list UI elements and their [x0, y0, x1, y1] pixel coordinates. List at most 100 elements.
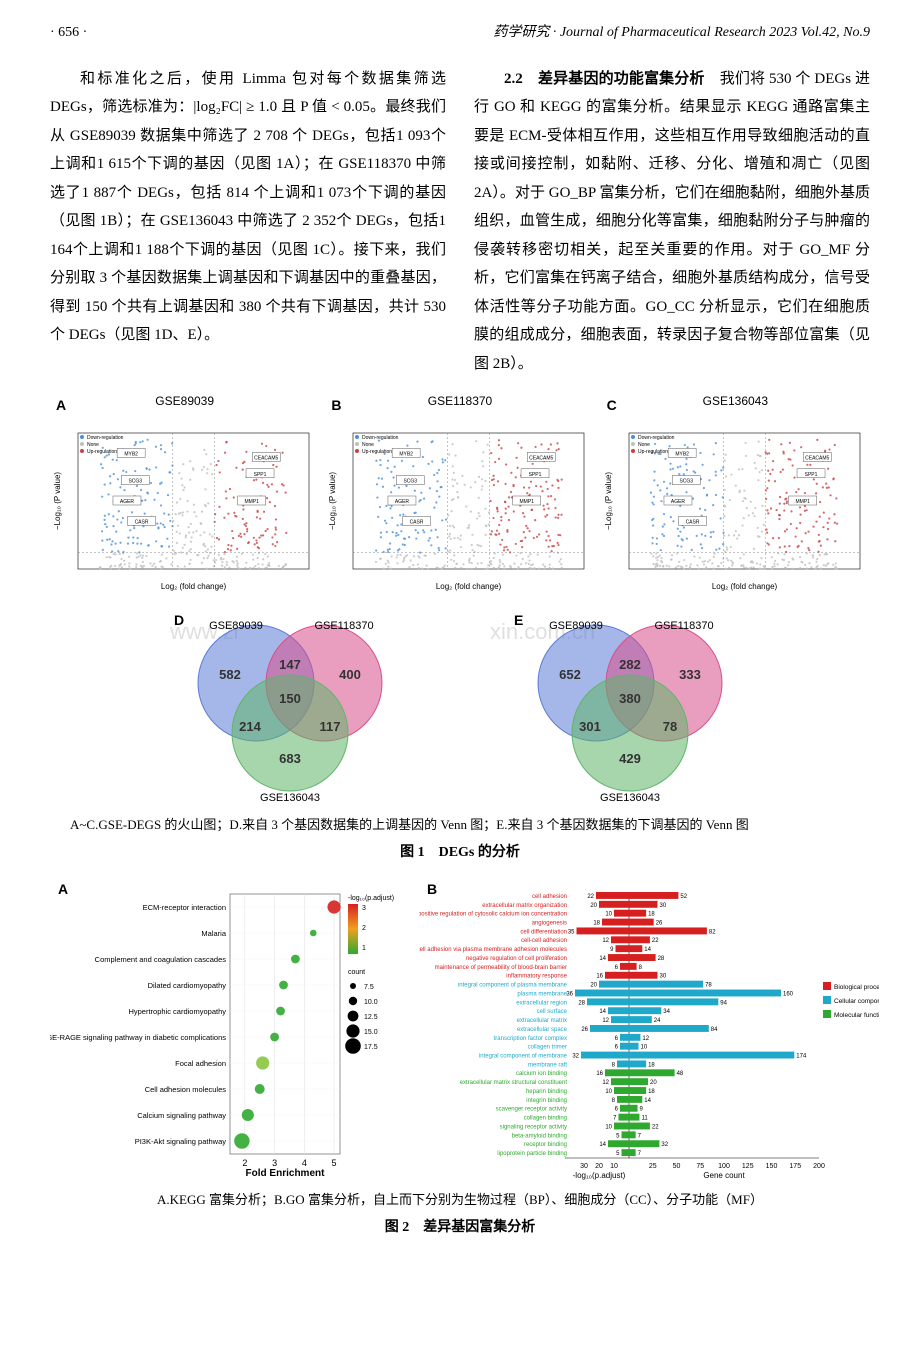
svg-text:429: 429	[619, 751, 641, 766]
volcano-row: GSE89039AMYB2SCG3AGERCASRSPP1MMP1CEACAM5…	[50, 390, 870, 595]
svg-text:94: 94	[720, 1001, 727, 1007]
svg-text:GSE136043: GSE136043	[600, 792, 660, 804]
svg-text:collagen trimer: collagen trimer	[527, 1045, 566, 1051]
svg-text:10: 10	[605, 1089, 612, 1095]
svg-text:None: None	[87, 442, 99, 448]
svg-text:26: 26	[655, 921, 662, 927]
svg-text:SCG3: SCG3	[404, 478, 418, 484]
svg-text:28: 28	[657, 956, 664, 962]
svg-text:GSE118370: GSE118370	[314, 620, 373, 632]
svg-text:150: 150	[765, 1163, 777, 1170]
svg-text:8: 8	[611, 1098, 615, 1104]
svg-text:scavenger receptor activity: scavenger receptor activity	[495, 1107, 566, 1113]
svg-text:2: 2	[242, 1158, 247, 1168]
bubble-chart: 2345ECM-receptor interactionMalariaCompl…	[50, 880, 410, 1180]
svg-text:GSE89039: GSE89039	[209, 620, 263, 632]
svg-text:Molecular function: Molecular function	[834, 1012, 879, 1019]
svg-text:8: 8	[611, 1063, 615, 1069]
svg-text:75: 75	[696, 1163, 704, 1170]
body-text: 和标准化之后，使用 Limma 包对每个数据集筛选 DEGs，筛选标准为：|lo…	[50, 65, 870, 379]
svg-text:extracellular matrix organizat: extracellular matrix organization	[482, 903, 567, 909]
svg-text:receptor binding: receptor binding	[524, 1142, 567, 1148]
svg-text:301: 301	[579, 719, 601, 734]
svg-text:A: A	[58, 881, 68, 897]
svg-text:Down-regulation: Down-regulation	[362, 435, 399, 441]
svg-text:6: 6	[614, 965, 618, 971]
svg-text:SCG3: SCG3	[679, 478, 693, 484]
svg-text:SPP1: SPP1	[529, 472, 542, 478]
svg-text:7: 7	[637, 1134, 641, 1140]
svg-text:Up-regulation: Up-regulation	[362, 449, 392, 455]
svg-text:20: 20	[590, 903, 597, 909]
svg-text:12: 12	[602, 1080, 609, 1086]
svg-text:14: 14	[644, 1098, 651, 1104]
svg-text:CEACAM5: CEACAM5	[254, 455, 278, 461]
svg-text:Log₂ (fold change): Log₂ (fold change)	[711, 582, 777, 591]
svg-text:84: 84	[711, 1027, 718, 1033]
svg-text:333: 333	[679, 667, 701, 682]
page-number: · 656 ·	[50, 20, 87, 47]
svg-text:heparin binding: heparin binding	[526, 1089, 567, 1095]
svg-text:8: 8	[638, 965, 642, 971]
svg-text:GSE89039: GSE89039	[549, 620, 603, 632]
svg-text:cell surface: cell surface	[536, 1009, 567, 1015]
svg-text:28: 28	[578, 1001, 585, 1007]
svg-text:GSE118370: GSE118370	[654, 620, 713, 632]
svg-text:Down-regulation: Down-regulation	[87, 435, 124, 441]
svg-text:82: 82	[709, 930, 716, 936]
svg-text:20: 20	[595, 1163, 603, 1170]
svg-text:SPP1: SPP1	[804, 472, 817, 478]
svg-text:7.5: 7.5	[364, 984, 374, 991]
section-2-2-head: 2.2 差异基因的功能富集分析	[504, 71, 705, 87]
svg-text:4: 4	[302, 1158, 307, 1168]
svg-text:52: 52	[680, 894, 687, 900]
svg-text:None: None	[362, 442, 374, 448]
svg-text:12: 12	[642, 1036, 649, 1042]
svg-text:32: 32	[661, 1142, 668, 1148]
svg-text:14: 14	[599, 1009, 606, 1015]
svg-text:18: 18	[648, 1063, 655, 1069]
svg-text:3: 3	[272, 1158, 277, 1168]
svg-text:MMP1: MMP1	[520, 499, 535, 505]
svg-text:150: 150	[279, 691, 301, 706]
svg-text:214: 214	[239, 719, 261, 734]
svg-text:CASR: CASR	[685, 519, 699, 525]
svg-text:50: 50	[672, 1163, 680, 1170]
svg-text:extracellular space: extracellular space	[517, 1027, 568, 1033]
svg-text:MMP1: MMP1	[244, 499, 259, 505]
svg-text:9: 9	[639, 1107, 643, 1113]
svg-text:9: 9	[610, 947, 614, 953]
svg-text:cell-cell adhesion: cell-cell adhesion	[521, 939, 567, 945]
svg-text:cell adhesion: cell adhesion	[532, 894, 567, 900]
svg-text:10: 10	[610, 1163, 618, 1170]
svg-text:6: 6	[614, 1036, 618, 1042]
svg-text:3: 3	[362, 905, 366, 912]
svg-text:Gene count: Gene count	[703, 1171, 745, 1180]
svg-text:B: B	[427, 881, 437, 897]
svg-text:20: 20	[590, 983, 597, 989]
svg-text:GSE136043: GSE136043	[260, 792, 320, 804]
svg-text:Log₂ (fold change): Log₂ (fold change)	[436, 582, 502, 591]
svg-text:24: 24	[654, 1018, 661, 1024]
svg-text:collagen binding: collagen binding	[523, 1116, 566, 1122]
venn-D: 582400683147214117150GSE89039GSE118370GS…	[160, 605, 420, 805]
svg-text:175: 175	[789, 1163, 801, 1170]
svg-text:30: 30	[580, 1163, 588, 1170]
svg-text:6: 6	[614, 1107, 618, 1113]
fig2-sub-caption: A.KEGG 富集分析；B.GO 富集分析，自上而下分别为生物过程（BP）、细胞…	[70, 1190, 850, 1211]
svg-text:transcription factor complex: transcription factor complex	[493, 1036, 566, 1042]
svg-text:282: 282	[619, 657, 641, 672]
svg-text:count: count	[348, 969, 365, 976]
svg-text:652: 652	[559, 667, 581, 682]
svg-text:homophilic cell adhesion via p: homophilic cell adhesion via plasma memb…	[419, 947, 567, 953]
svg-text:calcium ion binding: calcium ion binding	[516, 1072, 567, 1078]
svg-text:beta-amyloid binding: beta-amyloid binding	[511, 1134, 566, 1140]
svg-text:683: 683	[279, 751, 301, 766]
svg-text:12.5: 12.5	[364, 1014, 378, 1021]
svg-text:25: 25	[649, 1163, 657, 1170]
svg-text:2: 2	[362, 925, 366, 932]
svg-text:125: 125	[742, 1163, 754, 1170]
fig1-sub-caption: A~C.GSE-DEGS 的火山图；D.来自 3 个基因数据集的上调基因的 Ve…	[70, 815, 850, 836]
svg-text:18: 18	[648, 912, 655, 918]
svg-text:extracellular matrix: extracellular matrix	[516, 1018, 566, 1024]
